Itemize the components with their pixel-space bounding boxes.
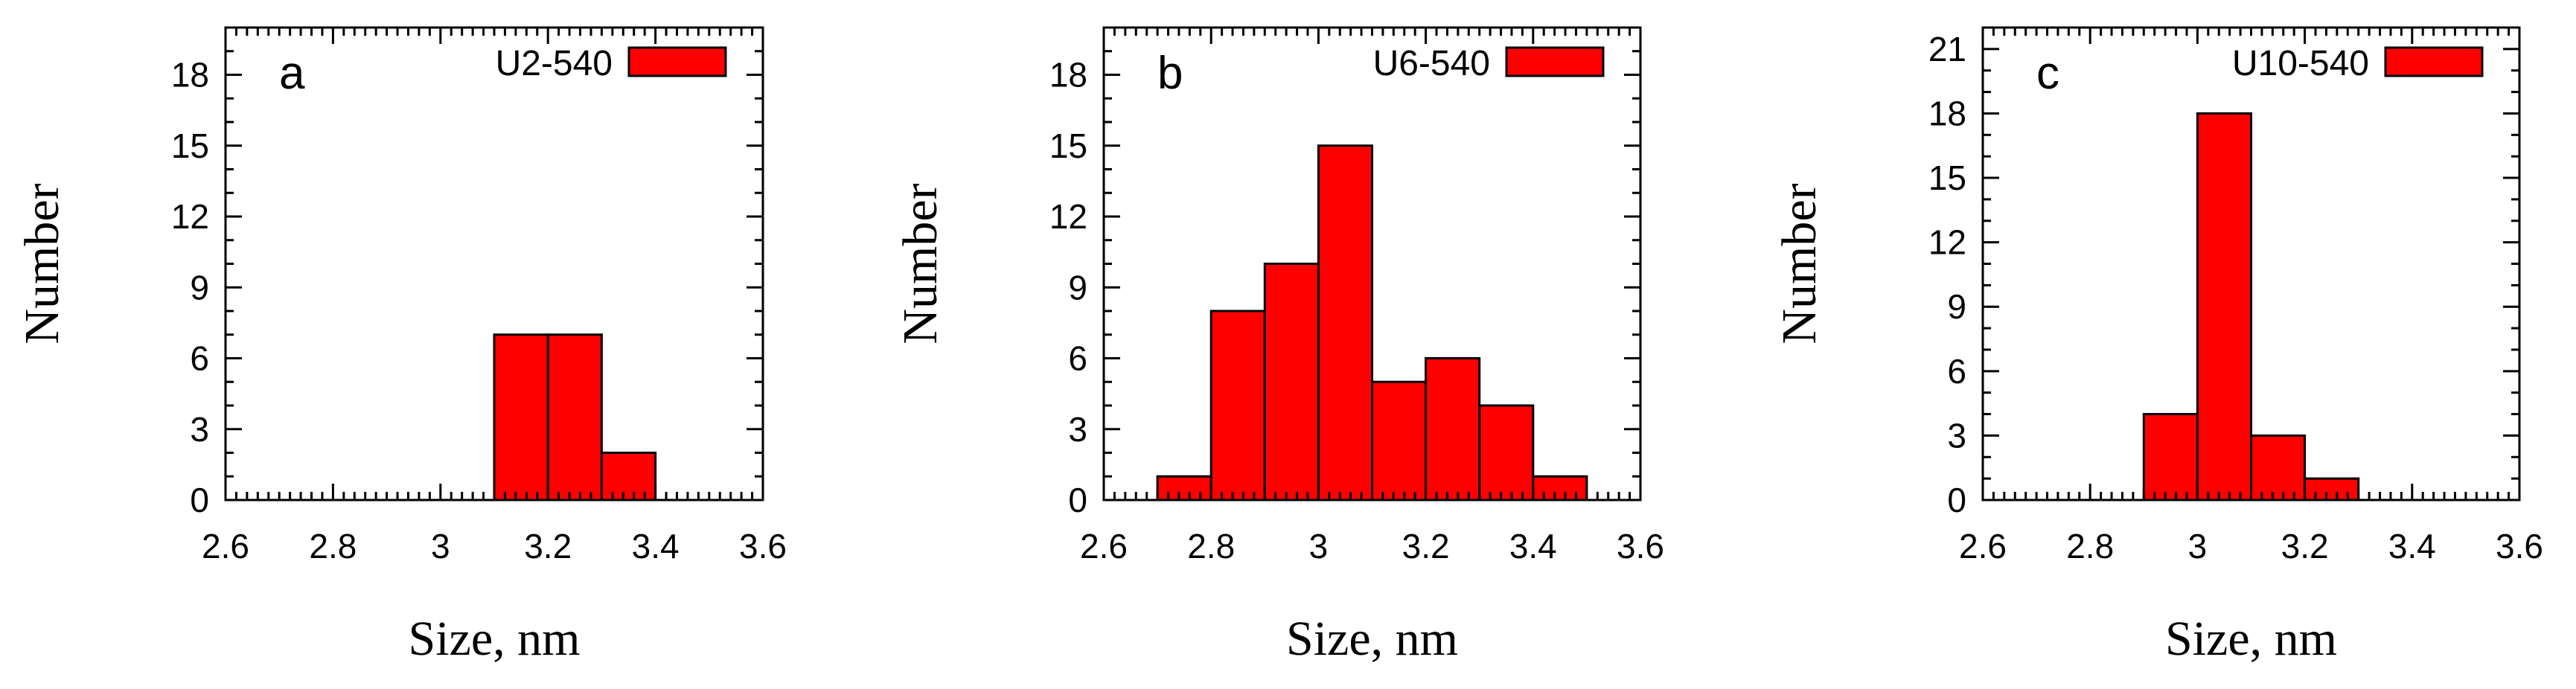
- y-tick-label: 6: [190, 339, 209, 378]
- x-tick-label: 3.2: [524, 527, 572, 565]
- panel-letter: b: [1157, 48, 1183, 99]
- y-tick-label: 6: [1947, 352, 1966, 391]
- y-axis-title: Number: [893, 183, 947, 344]
- x-tick-label: 3.6: [739, 527, 787, 565]
- y-axis-title: Number: [1772, 183, 1826, 344]
- y-tick-label: 6: [1068, 339, 1087, 378]
- y-tick-label: 12: [171, 197, 209, 236]
- x-tick-label: 3.6: [1617, 527, 1664, 565]
- x-tick-label: 3.6: [2496, 527, 2543, 565]
- bar-b-3: [1317, 144, 1374, 501]
- bar-c-0: [2142, 413, 2199, 501]
- y-tick-label: 15: [1928, 158, 1966, 197]
- y-tick-label: 3: [190, 410, 209, 449]
- y-tick-label: 15: [1049, 126, 1087, 165]
- bar-b-6: [1478, 404, 1535, 501]
- legend-swatch: [2384, 46, 2484, 77]
- legend-swatch: [627, 46, 727, 77]
- bar-b-2: [1263, 263, 1320, 501]
- y-tick-label: 0: [190, 481, 209, 519]
- y-tick-label: 18: [171, 56, 209, 94]
- legend-label: U10-540: [2232, 44, 2369, 83]
- y-tick-label: 21: [1928, 30, 1966, 68]
- y-tick-label: 3: [1947, 416, 1966, 455]
- legend-label: U2-540: [496, 44, 613, 83]
- x-axis-title: Size, nm: [1286, 612, 1458, 666]
- panel-letter: c: [2036, 48, 2059, 99]
- x-tick-label: 2.8: [309, 527, 357, 565]
- y-axis-title: Number: [15, 183, 69, 344]
- y-tick-label: 12: [1928, 223, 1966, 262]
- legend-label: U6-540: [1373, 44, 1490, 83]
- x-tick-label: 2.6: [1959, 527, 2007, 565]
- bar-b-4: [1371, 380, 1428, 501]
- x-tick-label: 2.6: [1080, 527, 1128, 565]
- x-tick-label: 3: [431, 527, 450, 565]
- panel-letter: a: [279, 48, 305, 99]
- y-tick-label: 0: [1947, 481, 1966, 519]
- y-tick-label: 18: [1049, 56, 1087, 94]
- y-tick-label: 3: [1068, 410, 1087, 449]
- panel-c: 2.6 2.8 3 3.2 3.4 3.6 0 3 6 9 12 15 18 21 c U10-540 Size…: [1772, 26, 2543, 666]
- x-tick-label: 3.4: [632, 527, 680, 565]
- bar-b-5: [1425, 357, 1481, 501]
- x-tick-label: 2.6: [202, 527, 249, 565]
- y-tick-label: 9: [190, 268, 209, 307]
- bar-a-2: [600, 452, 657, 501]
- bar-c-1: [2196, 112, 2252, 501]
- bar-a-1: [546, 333, 603, 501]
- y-tick-label: 0: [1068, 481, 1087, 519]
- x-tick-label: 3.2: [1402, 527, 1450, 565]
- bar-c-3: [2304, 477, 2360, 501]
- x-tick-label: 3.4: [1509, 527, 1557, 565]
- x-tick-label: 2.8: [2066, 527, 2114, 565]
- bar-b-7: [1532, 475, 1588, 501]
- legend-swatch: [1505, 46, 1605, 77]
- x-tick-label: 3: [1309, 527, 1329, 565]
- y-tick-label: 12: [1049, 197, 1087, 236]
- bar-c-2: [2250, 434, 2307, 501]
- bar-a-0: [493, 333, 549, 501]
- bar-b-0: [1156, 475, 1212, 501]
- x-tick-label: 2.8: [1187, 527, 1235, 565]
- x-tick-label: 3: [2188, 527, 2208, 565]
- y-tick-label: 18: [1928, 94, 1966, 132]
- bar-b-1: [1209, 310, 1266, 501]
- y-tick-label: 9: [1068, 268, 1087, 307]
- x-tick-label: 3.2: [2281, 527, 2329, 565]
- x-axis-title: Size, nm: [2165, 612, 2337, 666]
- y-tick-label: 9: [1947, 287, 1966, 326]
- panel-b: 2.6 2.8 3 3.2 3.4 3.6 0 3 6 9 12 15 18 b U6-540 Size, n…: [893, 26, 1664, 666]
- panel-a: 2.6 2.8 3 3.2 3.4 3.6 0 3 6 9 12 15 18 a U2-540 Size, n…: [15, 26, 787, 666]
- x-tick-label: 3.4: [2388, 527, 2436, 565]
- y-tick-label: 15: [171, 126, 209, 165]
- x-axis-title: Size, nm: [409, 612, 581, 666]
